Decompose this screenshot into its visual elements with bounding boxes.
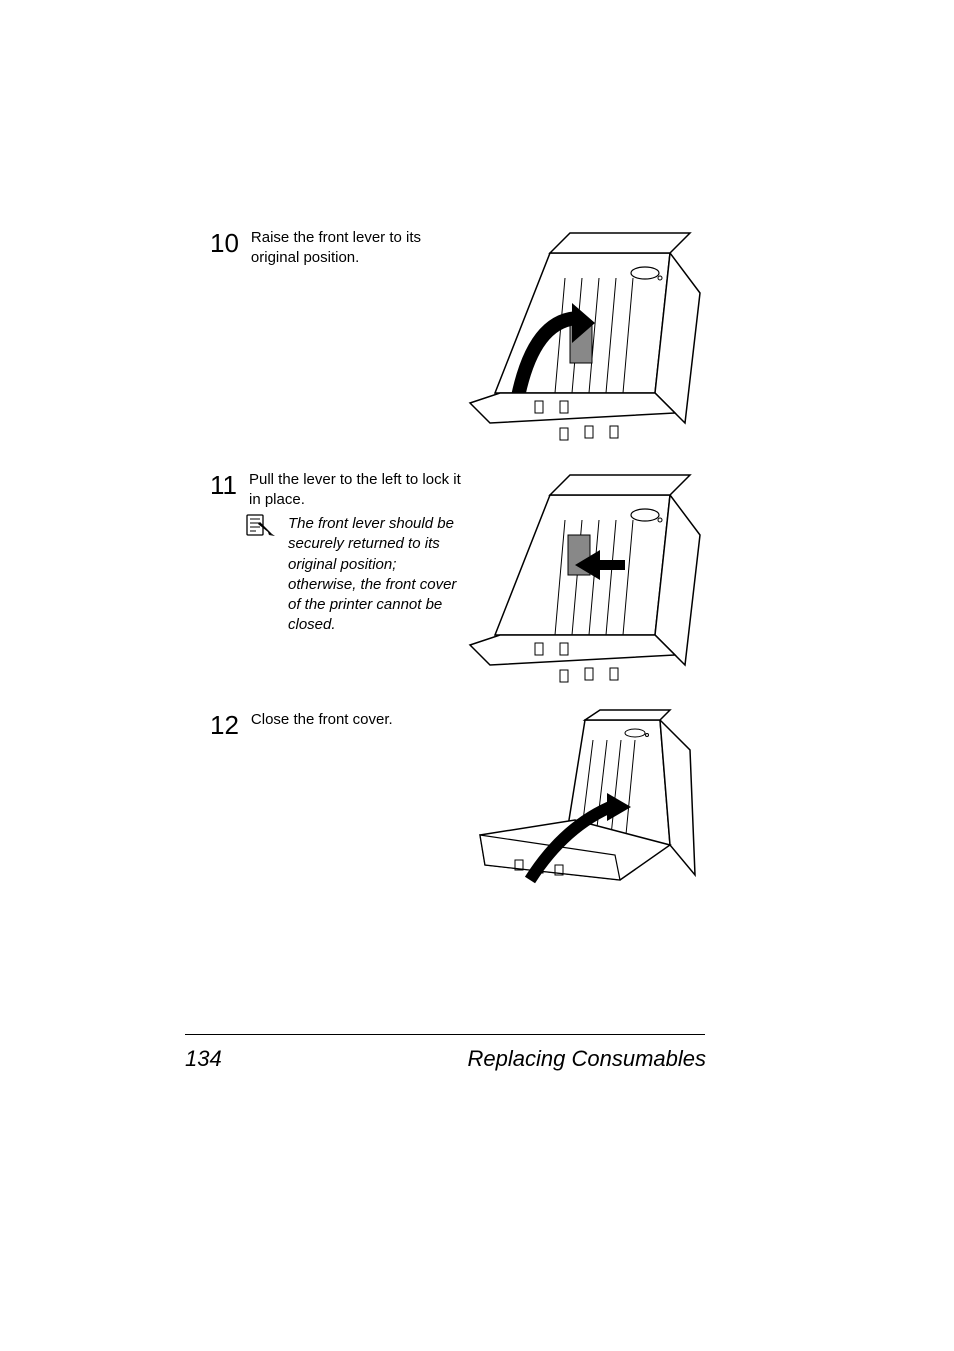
step-number: 12 [210,710,239,738]
step-text: Pull the lever to the left to lock it in… [249,470,469,511]
illustration-close-cover [455,705,715,920]
note-icon [246,514,276,541]
step-10: 10 Raise the front lever to its original… [210,228,471,269]
step-12: 12 Close the front cover. [210,710,471,738]
page: 10 Raise the front lever to its original… [0,0,954,1351]
step-text: Raise the front lever to its original po… [251,228,471,269]
step-number: 10 [210,228,239,256]
step-11-note: The front lever should be securely retur… [246,514,468,636]
footer-title: Replacing Consumables [468,1046,706,1072]
step-number: 11 [210,470,237,498]
step-text: Close the front cover. [251,710,471,730]
note-text: The front lever should be securely retur… [288,514,468,636]
illustration-lever-lock [460,465,710,710]
illustration-lever-raise [460,223,710,468]
footer-rule [185,1034,705,1035]
step-11: 11 Pull the lever to the left to lock it… [210,470,469,511]
page-number: 134 [185,1046,222,1072]
